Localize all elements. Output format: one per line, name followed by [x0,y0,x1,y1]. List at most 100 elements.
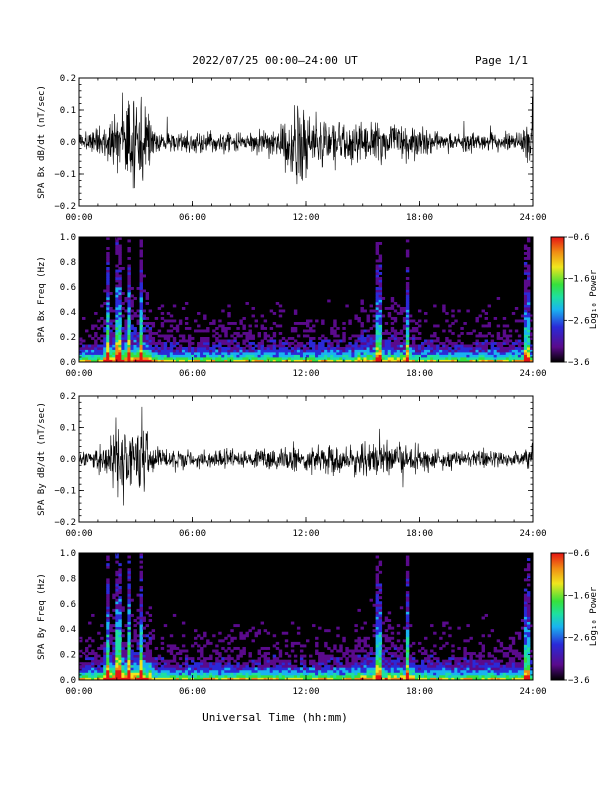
spectrogram-cell [293,354,298,358]
spectrogram-cell [445,664,449,668]
spectrogram-cell [139,649,143,653]
spectrogram-cell [127,247,131,250]
spectrogram-cell [327,349,331,353]
spectrogram-cell [127,329,131,333]
spectrogram-cell [200,339,204,343]
spectrogram-cell [103,347,107,350]
spectrogram-cell [306,352,310,355]
spectrogram-cell [233,344,237,348]
spectrogram-cell [166,337,171,340]
spectrogram-cell [160,357,165,360]
spectrogram-cell [230,359,234,362]
spectrogram-cell [336,659,340,663]
spectrogram-cell [390,304,395,308]
spectrogram-cell [145,322,150,325]
spectrogram-cell [181,352,186,355]
x-tick-label: 24:00 [519,529,546,539]
spectrogram-cell [163,669,168,673]
spectrogram-cell [499,664,504,668]
spectrogram-cell [502,357,507,360]
spectrogram-cell [360,342,364,345]
spectrogram-cell [318,667,322,671]
spectrogram-cell [106,252,110,255]
spectrogram-cell [118,277,122,280]
spectrogram-cell [215,349,219,353]
spectrogram-cell [324,337,328,340]
spectrogram-cell [145,634,150,638]
spectrogram-cell [215,354,219,358]
spectrogram-cell [106,558,110,562]
spectrogram-cell [139,287,143,290]
spectrogram-cell [312,354,316,358]
spectrogram-cell [227,641,231,645]
spectrogram-cell [390,322,395,325]
spectrogram-cell [206,347,210,350]
spectrogram-cell [212,329,216,333]
spectrogram-cell [372,334,377,338]
spectrogram-cell [112,352,116,355]
spectrogram-cell [139,641,143,645]
spectrogram-cell [523,619,528,622]
spectrogram-cell [166,339,171,343]
spectrogram-cell [136,677,140,680]
spectrogram-cell [378,677,383,680]
spectrogram-cell [442,307,446,310]
spectrogram-cell [393,349,398,353]
spectrogram-cell [402,307,407,310]
spectrogram-cell [348,654,352,658]
spectrogram-cell [79,674,83,678]
spectrogram-cell [130,357,134,360]
spectrogram-cell [127,646,131,650]
spectrogram-cell [427,667,431,671]
spectrogram-cell [511,641,516,645]
spectrogram-cell [293,309,298,313]
spectrogram-cell [330,677,334,680]
spectrogram-cell [430,347,434,350]
spectrogram-cell [239,359,243,362]
spectrogram-cell [118,329,122,333]
spectrogram-cell [151,662,156,666]
spectrogram-cell [312,669,316,673]
spectrogram-cell [496,357,501,360]
spectrogram-cell [487,674,492,678]
spectrogram-cell [324,654,328,658]
spectrogram-cell [457,659,461,663]
spectrogram-cell [224,339,228,343]
spectrogram-cell [251,669,255,673]
spectrogram-cell [526,319,531,323]
spectrogram-cell [275,646,280,650]
spectrogram-cell [209,641,213,645]
spectrogram-cell [336,657,340,661]
spectrogram-cell [318,359,322,362]
spectrogram-cell [484,357,488,360]
spectrogram-cell [381,677,386,680]
spectrogram-cell [396,672,401,676]
spectrogram-cell [414,337,419,340]
spectrogram-cell [490,354,495,358]
spectrogram-cell [257,334,261,338]
spectrogram-cell [224,669,228,673]
spectrogram-cell [233,322,237,325]
spectrogram-cell [118,624,122,628]
spectrogram-cell [181,677,186,680]
spectrogram-cell [505,354,510,358]
spectrogram-cell [306,672,310,676]
spectrogram-cell [139,639,143,643]
spectrogram-cell [526,652,531,655]
spectrogram-cell [523,631,528,635]
spectrogram-cell [375,342,380,345]
spectrogram-cell [448,626,452,630]
spectrogram-cell [206,664,210,668]
spectrogram-cell [160,304,165,308]
spectrogram-cell [115,239,119,243]
spectrogram-cell [142,669,146,673]
spectrogram-cell [405,239,410,243]
spectrogram-cell [469,352,473,355]
spectrogram-cell [384,649,389,653]
spectrogram-cell [405,583,410,587]
spectrogram-cell [472,664,476,668]
spectrogram-cell [490,347,495,350]
spectrogram-cell [133,312,137,315]
spectrogram-cell [372,674,377,678]
spectrogram-cell [163,677,168,680]
